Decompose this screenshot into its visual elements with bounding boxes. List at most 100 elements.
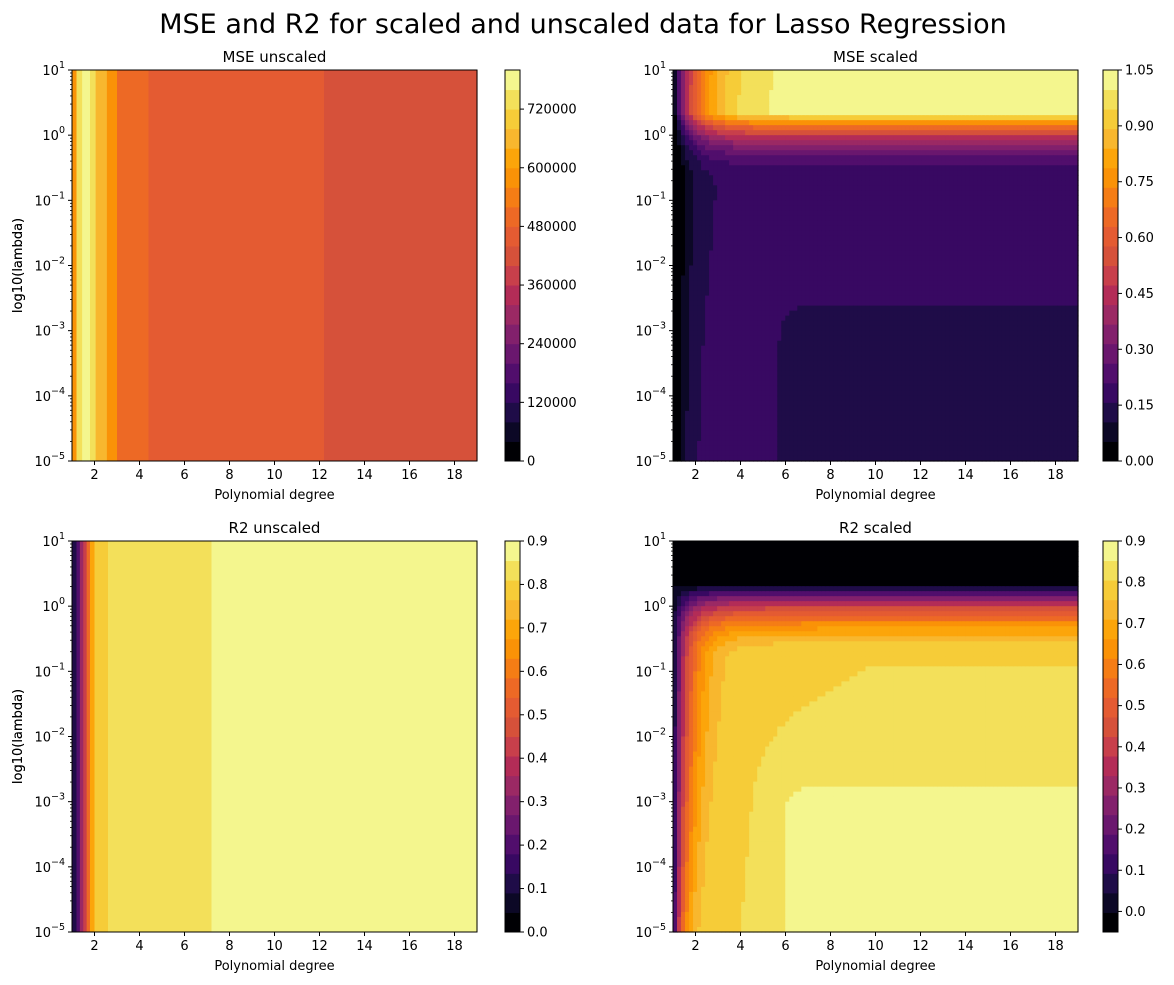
heatmap-cell — [777, 135, 782, 141]
heatmap-cell — [793, 185, 798, 191]
heatmap-cell — [721, 105, 726, 111]
heatmap-cell — [917, 90, 923, 96]
heatmap-cell — [693, 400, 698, 407]
heatmap-cell — [857, 355, 863, 362]
heatmap-cell — [737, 240, 742, 247]
heatmap-cell — [893, 75, 899, 81]
heatmap-cell — [701, 280, 706, 287]
heatmap-cell — [705, 215, 710, 221]
y-tick-label: 10−1 — [34, 190, 65, 209]
heatmap-cell — [757, 115, 762, 121]
heatmap-cell — [673, 350, 678, 357]
heatmap-cell — [897, 350, 903, 357]
heatmap-cell — [785, 420, 790, 427]
heatmap-cell — [689, 315, 694, 322]
heatmap-cell — [705, 445, 710, 452]
heatmap-cell — [785, 285, 790, 292]
heatmap-cell — [861, 90, 867, 96]
heatmap-cell — [721, 245, 726, 252]
heatmap-cell — [737, 180, 742, 186]
heatmap-cell — [817, 365, 822, 372]
heatmap-cell — [885, 85, 891, 91]
heatmap-cell — [701, 390, 706, 397]
heatmap-cell — [901, 255, 907, 262]
heatmap-cell — [897, 105, 903, 111]
heatmap-cell — [869, 435, 875, 442]
heatmap-cell — [845, 160, 851, 166]
heatmap-cell — [785, 100, 790, 106]
heatmap-cell — [729, 275, 734, 282]
heatmap-cell — [737, 265, 742, 272]
heatmap-cell — [825, 170, 830, 176]
heatmap-cell — [917, 195, 923, 201]
heatmap-cell — [729, 310, 734, 317]
heatmap-cell — [721, 440, 726, 447]
heatmap-cell — [901, 355, 907, 362]
heatmap-cell — [793, 365, 798, 372]
heatmap-cell — [845, 250, 851, 257]
heatmap-cell — [737, 235, 742, 242]
heatmap-cell — [805, 305, 810, 312]
heatmap-cell — [793, 220, 798, 226]
heatmap-cell — [809, 85, 814, 91]
heatmap-cell — [729, 410, 734, 417]
heatmap-cell — [877, 375, 883, 382]
heatmap-cell — [901, 220, 907, 226]
heatmap-cell — [689, 105, 694, 111]
heatmap-cell — [897, 420, 903, 427]
heatmap-cell — [801, 155, 806, 161]
heatmap-cell — [873, 200, 879, 206]
heatmap-cell — [793, 225, 798, 232]
heatmap-cell — [725, 185, 730, 191]
heatmap-cell — [809, 75, 814, 81]
heatmap-cell — [721, 75, 726, 81]
heatmap-cell — [857, 275, 863, 282]
heatmap-cell — [861, 210, 867, 216]
heatmap-cell — [881, 320, 887, 327]
heatmap-cell — [845, 190, 851, 196]
heatmap-cell — [889, 340, 895, 347]
heatmap-cell — [897, 175, 903, 181]
heatmap-cell — [705, 360, 710, 367]
heatmap-cell — [773, 195, 778, 201]
heatmap-cell — [857, 390, 863, 397]
heatmap-cell — [689, 75, 694, 81]
heatmap-cell — [909, 140, 915, 146]
heatmap-cell — [781, 385, 786, 392]
heatmap-cell — [877, 300, 883, 307]
heatmap-cell — [909, 395, 915, 402]
heatmap-cell — [893, 365, 899, 372]
heatmap-cell — [917, 435, 923, 442]
heatmap-cell — [861, 75, 867, 81]
heatmap-cell — [865, 205, 871, 211]
heatmap-cell — [753, 155, 758, 161]
heatmap-cell — [685, 270, 690, 277]
heatmap-cell — [777, 310, 782, 317]
heatmap-cell — [881, 245, 887, 252]
heatmap-cell — [917, 235, 923, 242]
heatmap-cell — [869, 300, 875, 307]
heatmap-cell — [913, 375, 919, 382]
heatmap-cell — [677, 225, 682, 232]
heatmap-cell — [677, 355, 682, 362]
heatmap-cell — [769, 450, 774, 457]
heatmap-cell — [869, 275, 875, 282]
heatmap-cell — [809, 310, 814, 317]
heatmap-cell — [873, 150, 879, 156]
heatmap-cell — [797, 205, 802, 211]
heatmap-cell — [713, 265, 718, 272]
heatmap-cell — [793, 195, 798, 201]
heatmap-cell — [817, 135, 822, 141]
heatmap-cell — [753, 405, 758, 412]
heatmap-cell — [701, 160, 706, 166]
heatmap-cell — [821, 420, 826, 427]
heatmap-cell — [857, 240, 863, 247]
heatmap-cell — [729, 450, 734, 457]
heatmap-cell — [729, 240, 734, 247]
heatmap-cell — [813, 135, 818, 141]
heatmap-cell — [913, 180, 919, 186]
heatmap-cell — [689, 355, 694, 362]
heatmap-cell — [841, 455, 847, 462]
heatmap-cell — [881, 255, 887, 262]
heatmap-cell — [737, 85, 742, 91]
